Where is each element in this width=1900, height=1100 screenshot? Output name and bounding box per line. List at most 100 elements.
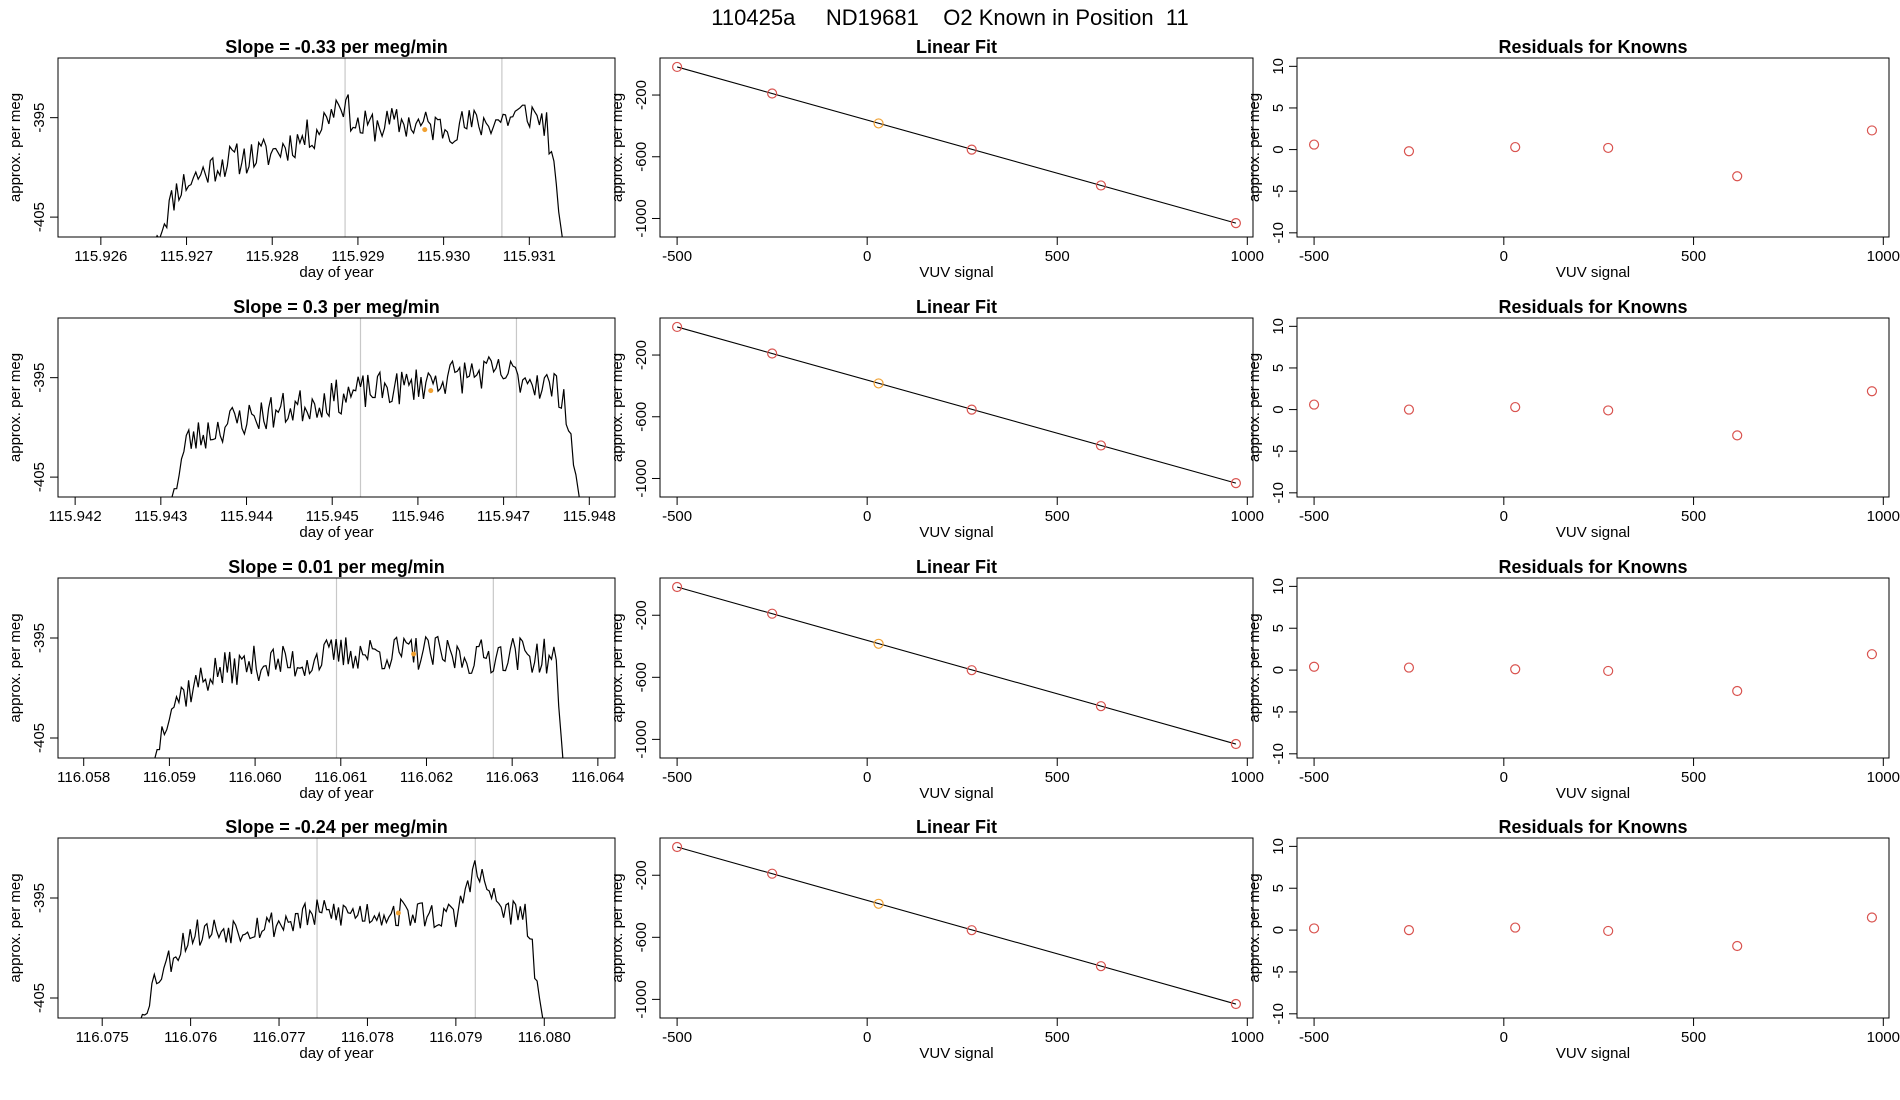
y-axis-label: approx. per meg (609, 93, 626, 202)
y-axis-label: approx. per meg (609, 873, 626, 982)
data-point (1095, 701, 1107, 712)
highlight-point (411, 651, 417, 657)
y-tick-label: -200 (633, 860, 650, 890)
x-tick-label: 115.948 (563, 508, 616, 525)
y-tick-label: -395 (31, 363, 48, 393)
plot-frame (659, 837, 1254, 1019)
data-point (1403, 146, 1415, 157)
data-point (1866, 386, 1878, 397)
data-point (672, 61, 683, 73)
x-axis-label: day of year (299, 524, 373, 541)
x-tick-label: 500 (1045, 248, 1070, 265)
y-tick-label: -395 (31, 623, 48, 653)
data-point (966, 665, 977, 676)
x-tick-label: 500 (1681, 1029, 1706, 1046)
series-line (154, 635, 564, 758)
plot-frame (659, 577, 1254, 759)
panel-title: Residuals for Knowns (1498, 557, 1687, 577)
y-tick-label: -10 (1270, 1003, 1287, 1025)
x-tick-label: 116.080 (518, 1029, 571, 1046)
y-tick-label: -10 (1270, 743, 1287, 765)
x-axis-label: day of year (299, 785, 373, 802)
panel-title: Residuals for Knowns (1498, 37, 1687, 57)
plot-frame (1296, 577, 1890, 759)
y-tick-label: -405 (31, 462, 48, 492)
data-point (1732, 940, 1743, 952)
data-point (966, 144, 977, 155)
highlight-point (395, 910, 401, 916)
data-point (672, 321, 683, 333)
data-point (1403, 924, 1415, 936)
panel-title: Slope = -0.33 per meg/min (225, 37, 448, 57)
x-tick-label: 115.928 (246, 248, 299, 265)
y-axis-label: approx. per meg (609, 613, 626, 722)
y-tick-label: -405 (31, 202, 48, 232)
x-tick-label: 0 (863, 769, 871, 786)
x-tick-label: -500 (1299, 248, 1329, 265)
y-tick-label: 5 (1270, 104, 1287, 112)
data-point (1866, 912, 1878, 923)
x-axis-label: VUV signal (919, 785, 993, 802)
data-point (1603, 665, 1614, 677)
panel-row1-residuals: Residuals for Knowns -500 0 500 1000 10 5 0 -5 -1… (1246, 37, 1900, 281)
data-point (1510, 664, 1521, 675)
data-point (1308, 661, 1320, 672)
plot-area (155, 58, 563, 237)
plot-frame (57, 57, 616, 238)
data-point (1230, 738, 1241, 750)
data-point (1732, 430, 1743, 441)
panel-title: Slope = -0.24 per meg/min (225, 817, 448, 837)
y-tick-label: -395 (31, 103, 48, 133)
y-tick-label: -600 (633, 662, 650, 692)
y-tick-label: -600 (633, 922, 650, 952)
y-axis-label: approx. per meg (1246, 353, 1263, 462)
x-tick-label: 116.060 (229, 769, 282, 786)
x-tick-label: 500 (1045, 1029, 1070, 1046)
x-tick-label: 116.079 (429, 1029, 482, 1046)
y-axis-label: approx. per meg (1246, 613, 1263, 722)
y-tick-label: -5 (1270, 445, 1287, 458)
data-point (1603, 405, 1614, 416)
data-point (966, 925, 977, 936)
x-tick-label: 115.945 (306, 508, 359, 525)
panel-row4-fit: Linear Fit -500 0 500 1000 -200 -600 -1000 VUV s… (609, 817, 1264, 1062)
plot-area (672, 61, 1241, 229)
x-axis-label: VUV signal (1556, 524, 1630, 541)
data-point (1230, 478, 1241, 489)
x-tick-label: -500 (1299, 1029, 1329, 1046)
x-tick-label: 500 (1045, 508, 1070, 525)
x-tick-label: 115.929 (331, 248, 384, 265)
series-line (140, 860, 544, 1018)
plot-frame (57, 837, 616, 1019)
data-point (1308, 923, 1320, 934)
y-tick-label: -200 (633, 600, 650, 630)
y-tick-label: 0 (1270, 666, 1287, 674)
plot-area (171, 318, 580, 497)
x-tick-label: 115.944 (220, 508, 273, 525)
x-tick-label: 0 (1500, 508, 1508, 525)
y-axis-label: approx. per meg (7, 353, 24, 462)
data-point (1095, 180, 1107, 191)
data-point (873, 638, 884, 649)
data-point (873, 898, 884, 909)
data-point (966, 404, 977, 415)
highlight-point (422, 127, 428, 133)
data-point (1866, 649, 1878, 660)
y-axis-label: approx. per meg (7, 613, 24, 722)
y-tick-label: 10 (1270, 838, 1287, 855)
x-tick-label: -500 (662, 1029, 692, 1046)
plot-area (154, 578, 564, 758)
panel-row1-timeseries: Slope = -0.33 per meg/min 115.926 115.927 1… (7, 37, 616, 281)
series-line (155, 94, 563, 237)
y-tick-label: 10 (1270, 58, 1287, 75)
x-tick-label: 116.075 (76, 1029, 129, 1046)
x-tick-label: 0 (863, 508, 871, 525)
data-point (1603, 142, 1614, 154)
data-point (1095, 961, 1107, 972)
panel-title: Slope = 0.3 per meg/min (233, 297, 440, 317)
x-tick-label: 115.926 (74, 248, 127, 265)
plot-area (140, 838, 544, 1018)
fit-line (676, 586, 1237, 745)
data-point (1308, 399, 1320, 410)
x-axis-label: VUV signal (1556, 264, 1630, 281)
